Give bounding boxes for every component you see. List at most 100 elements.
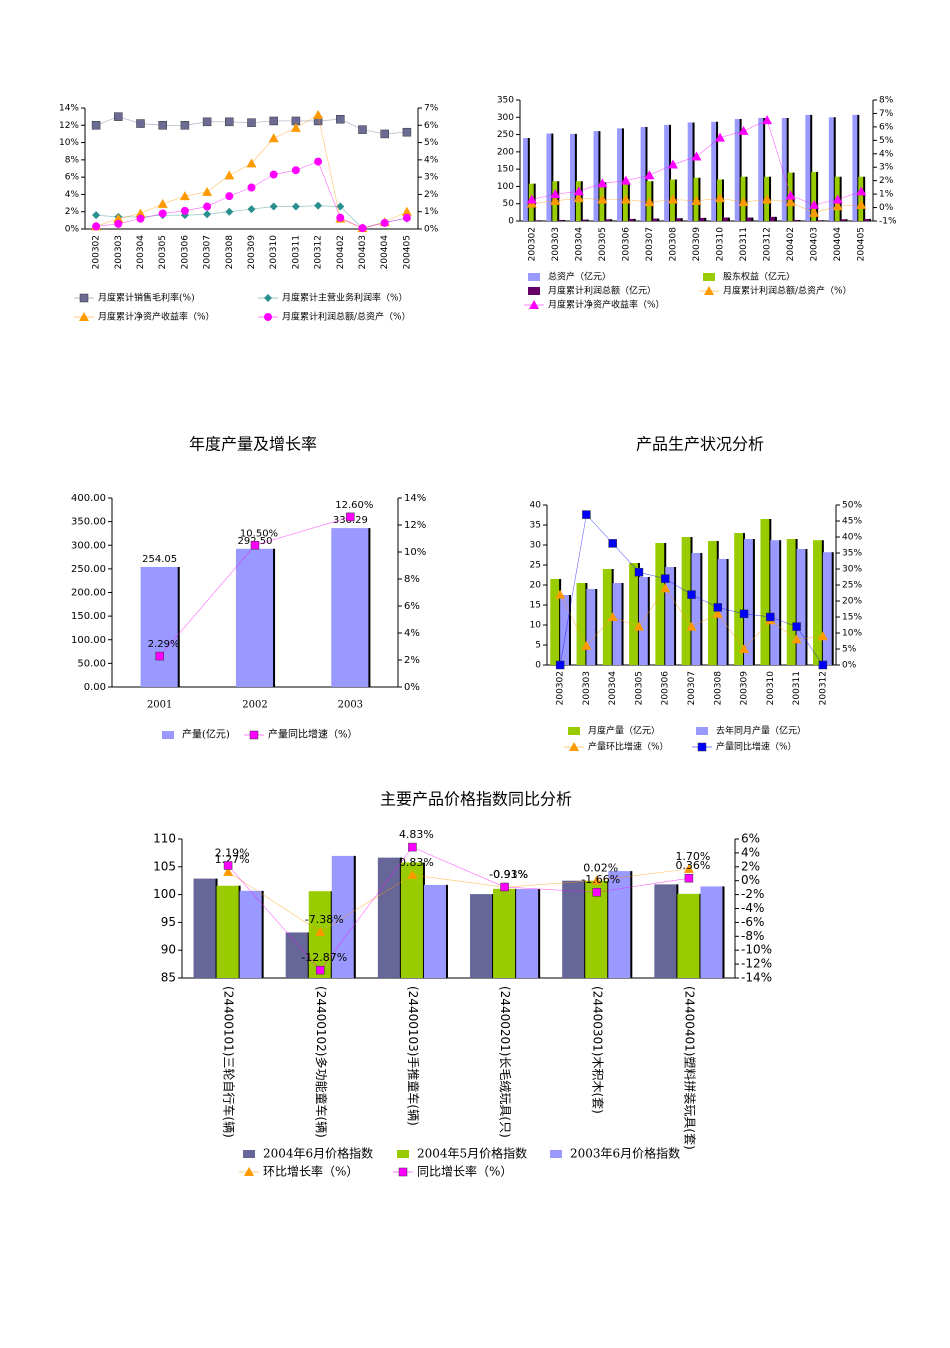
marker [738, 197, 749, 207]
y2-tick-label: 0% [424, 225, 439, 235]
marker [686, 621, 697, 631]
bar [605, 219, 612, 221]
marker [358, 224, 367, 233]
bar [758, 117, 765, 221]
marker [202, 117, 212, 127]
bar [822, 552, 833, 665]
marker [316, 965, 325, 975]
marker [313, 109, 324, 119]
marker [704, 286, 714, 295]
marker [591, 875, 602, 885]
marker [785, 197, 796, 207]
y-tick-label: 350 [497, 96, 514, 106]
y2-tick-label: 1% [879, 190, 894, 200]
marker [336, 114, 345, 124]
x-tick-label: 200311 [291, 235, 301, 269]
x-tick-label: 200310 [269, 235, 279, 270]
marker [223, 861, 233, 870]
marker [247, 183, 256, 192]
y-tick-label: 50.00 [77, 658, 106, 669]
marker [157, 198, 168, 208]
y2-tick-label: 2% [424, 190, 439, 200]
marker [597, 178, 608, 188]
marker [644, 197, 655, 207]
marker [247, 205, 256, 214]
legend-swatch [528, 273, 540, 281]
marker [291, 166, 300, 175]
value-label: 0.83% [399, 856, 434, 869]
bar [560, 595, 570, 665]
chart-title: 产品生产状况分析 [636, 435, 764, 454]
y2-tick-label: -10% [741, 943, 772, 957]
marker [269, 116, 278, 126]
x-tick-label: 200305 [598, 227, 608, 261]
x-tick-label: 200302 [556, 671, 566, 705]
bar [193, 878, 217, 978]
marker [401, 206, 412, 216]
legend-label: 月度产量（亿元） [588, 725, 660, 737]
marker [762, 194, 773, 204]
marker [620, 194, 631, 204]
value-label: -12.87% [301, 951, 347, 964]
x-tick-label: 200402 [786, 227, 796, 261]
marker [817, 631, 828, 641]
y-tick-label: 100 [497, 182, 514, 192]
series-line [227, 868, 689, 933]
bar [817, 220, 823, 221]
legend-label: 月度累计利润总额/总资产（%） [282, 311, 411, 323]
bar [400, 862, 424, 978]
y2-tick-label: 6% [741, 832, 760, 846]
x-tick-label: (24400401)塑料拼装玩具(套) [682, 986, 697, 1150]
y2-tick-label: 0% [741, 873, 760, 887]
marker [225, 192, 234, 201]
x-tick-label: 200310 [716, 227, 726, 262]
bar [786, 539, 797, 665]
bar [781, 117, 788, 221]
bar [711, 121, 718, 221]
y-tick-label: 50 [503, 199, 515, 209]
x-tick-label: 200402 [336, 235, 346, 269]
bar [864, 218, 871, 221]
bar [593, 131, 600, 221]
x-tick-label: 200308 [713, 671, 723, 706]
marker [607, 612, 618, 621]
x-tick-label: 200303 [582, 671, 592, 705]
bar [828, 117, 835, 221]
y2-tick-label: 4% [879, 149, 894, 159]
marker [249, 730, 259, 740]
marker [79, 312, 89, 321]
x-tick-label: 2002 [242, 700, 267, 711]
x-tick-label: 200308 [225, 235, 235, 270]
series-line [227, 846, 689, 971]
bar [770, 540, 781, 665]
x-tick-label: (24400102)多功能童车(辆) [314, 986, 329, 1138]
marker [358, 125, 367, 134]
bar [665, 567, 676, 665]
marker [856, 199, 867, 209]
bar [516, 888, 540, 978]
x-tick-label: 200304 [136, 235, 146, 270]
marker [660, 583, 671, 593]
y2-tick-label: 3% [879, 163, 894, 173]
marker [346, 512, 355, 522]
bar [858, 176, 865, 221]
marker [550, 189, 561, 199]
value-label: 12.60% [335, 500, 373, 511]
y2-tick-label: 0% [842, 661, 857, 671]
marker [684, 873, 694, 883]
y2-tick-label: 30% [842, 565, 862, 575]
marker [250, 541, 260, 550]
y-tick-label: 35 [530, 521, 541, 531]
bar [654, 884, 678, 978]
bar [734, 119, 741, 221]
marker [715, 193, 726, 203]
bar [493, 888, 517, 978]
legend-label: 2004年6月价格指数 [263, 1146, 373, 1161]
y2-tick-label: 50% [842, 501, 862, 511]
y-tick-label: 150.00 [71, 611, 106, 622]
y-tick-label: 6% [65, 173, 80, 183]
bar [550, 579, 561, 665]
marker [223, 866, 234, 876]
legend-swatch [162, 731, 174, 739]
